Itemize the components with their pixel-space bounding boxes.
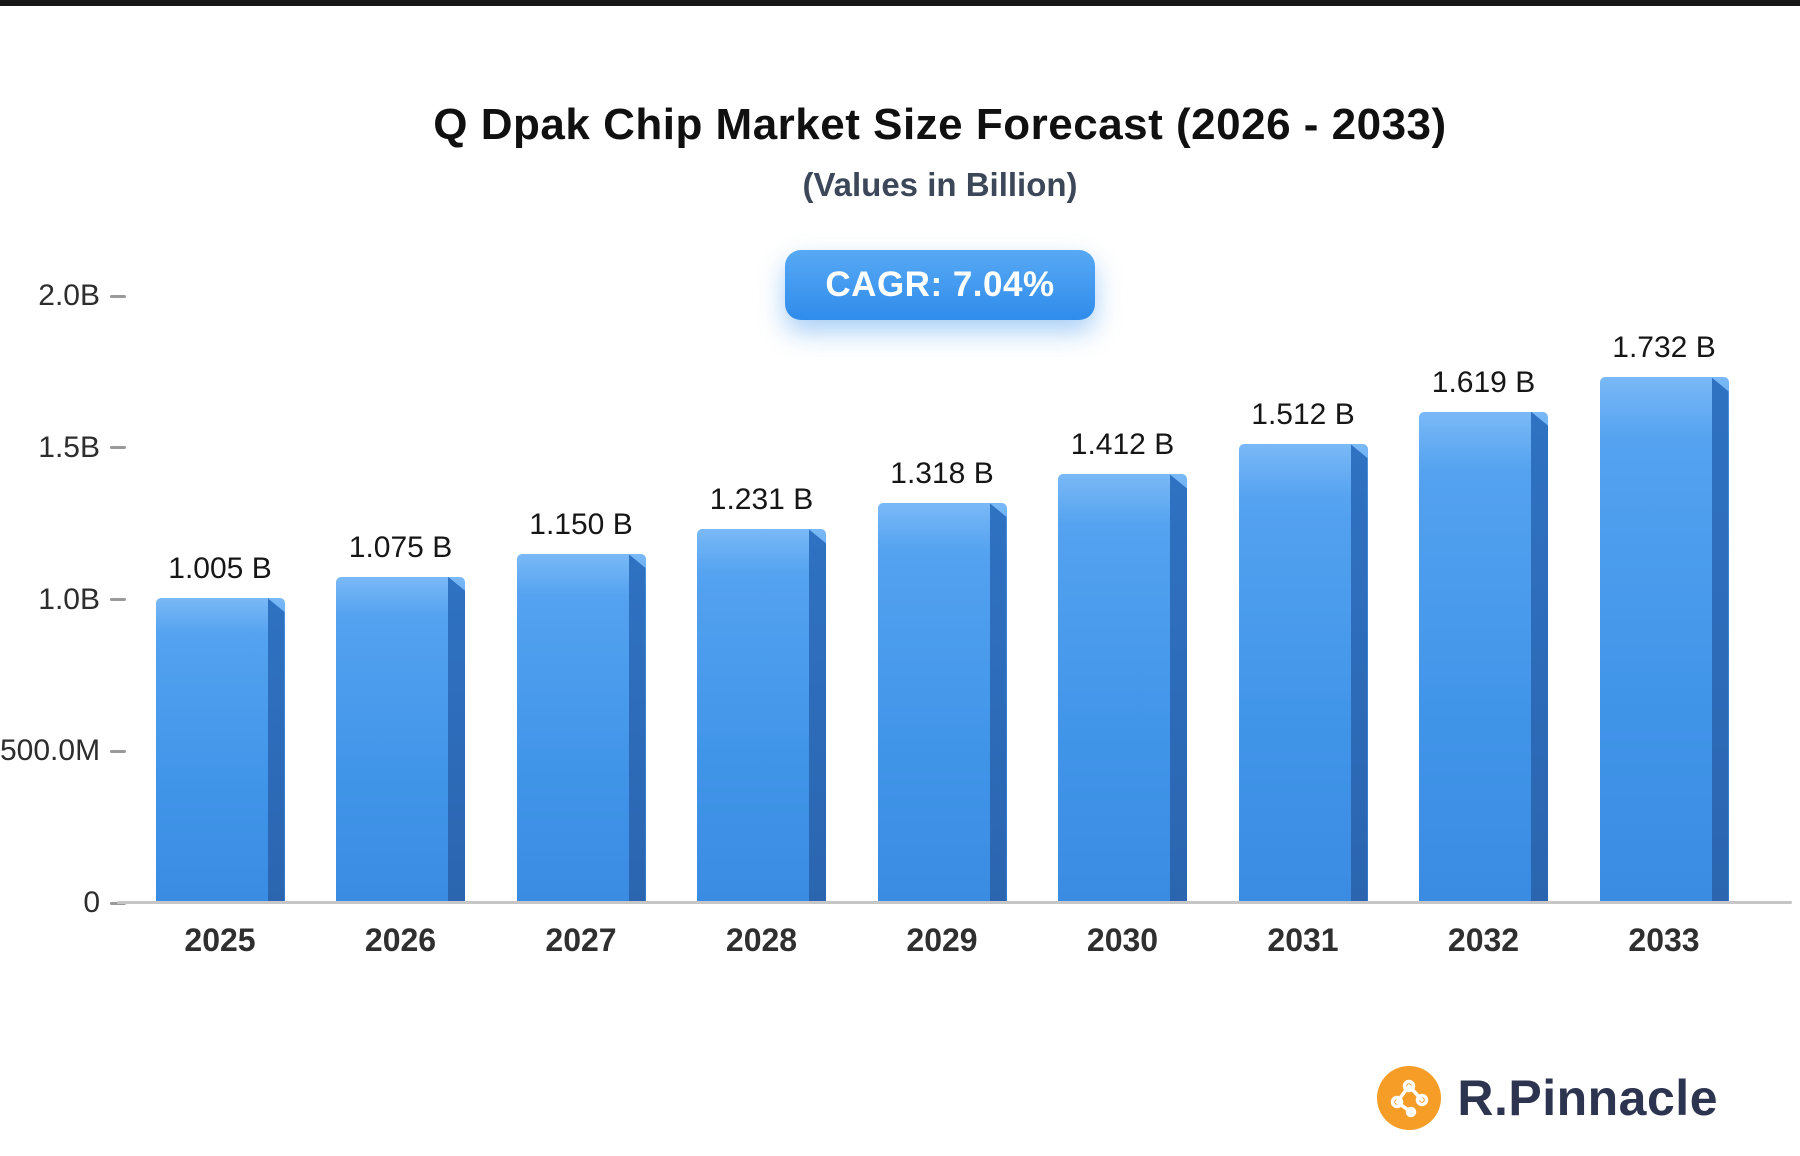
- bar-value-label: 1.075 B: [348, 530, 453, 564]
- x-axis-line: [117, 901, 1792, 904]
- y-tick: 500.0M: [0, 734, 127, 768]
- bar-value-label: 1.512 B: [1251, 398, 1355, 432]
- bar-value-label: 1.619 B: [1431, 365, 1536, 399]
- brand-logo: R.Pinnacle: [1377, 1066, 1718, 1130]
- bar-side-face: [809, 529, 826, 903]
- bar-value-label: 1.150 B: [529, 507, 633, 541]
- bar-value-label: 1.318 B: [890, 457, 994, 490]
- bar-2025: [155, 597, 285, 903]
- bar-2030: [1058, 474, 1187, 903]
- bar-value-label: 1.005 B: [168, 551, 272, 585]
- bar-2029: [877, 503, 1007, 903]
- bar-side-face: [628, 553, 646, 903]
- x-tick-label: 2026: [364, 922, 437, 958]
- y-tick-label: 0: [83, 886, 100, 919]
- x-tick-label: 2032: [1447, 922, 1520, 958]
- x-tick-label: 2027: [545, 922, 617, 958]
- bar-side-face: [1350, 444, 1368, 903]
- y-tick-label: 1.5B: [38, 430, 100, 464]
- x-tick-label: 2029: [906, 922, 978, 958]
- bar-value-label: 1.732 B: [1612, 331, 1716, 365]
- window-top-edge: [0, 0, 1800, 6]
- y-tick-mark: [110, 749, 127, 753]
- bar-2033: [1599, 377, 1729, 903]
- bar-value-label: 1.412 B: [1070, 428, 1175, 462]
- y-tick: 0: [0, 888, 126, 918]
- y-tick-mark: [110, 294, 126, 298]
- x-axis: 2025 2026 2027 2028 2029 2030 2031 2032 2033: [130, 922, 1730, 966]
- brand-name: R.Pinnacle: [1457, 1070, 1718, 1126]
- bar-side-face: [1170, 474, 1187, 903]
- bar-2031: [1238, 444, 1368, 903]
- bar-2027: [516, 553, 646, 903]
- x-tick-label: 2028: [725, 922, 798, 958]
- plot-area: 1.005 B 1.075 B 1.150 B 1.231 B 1.318 B 1.412…: [130, 296, 1730, 903]
- cagr-badge: CAGR: 7.04%: [785, 250, 1095, 320]
- x-tick-label: 2031: [1267, 922, 1339, 958]
- bar-2028: [697, 529, 826, 903]
- molecule-network-icon: [1377, 1066, 1442, 1130]
- bar-2026: [336, 576, 465, 903]
- y-tick-mark: [110, 446, 126, 450]
- bar-side-face: [1711, 377, 1729, 903]
- y-tick-mark: [110, 598, 126, 601]
- x-tick-label: 2025: [184, 922, 256, 958]
- y-axis: 2.0B 1.5B 1.0B 500.0M 0: [0, 281, 127, 918]
- bar-2032: [1419, 411, 1548, 903]
- bar-side-face: [448, 576, 465, 903]
- y-tick-label: 500.0M: [0, 734, 101, 768]
- x-tick-label: 2030: [1086, 922, 1159, 958]
- y-tick-label: 2.0B: [38, 279, 100, 312]
- bar-side-face: [989, 503, 1007, 903]
- y-tick-label: 1.0B: [38, 582, 100, 616]
- chart-title: Q Dpak Chip Market Size Forecast (2026 -…: [433, 100, 1447, 149]
- bar-side-face: [267, 597, 285, 903]
- y-tick: 1.0B: [0, 582, 126, 616]
- chart-header: Q Dpak Chip Market Size Forecast (2026 -…: [140, 100, 1740, 320]
- y-tick: 2.0B: [0, 281, 126, 311]
- bar-side-face: [1531, 411, 1548, 903]
- x-tick-label: 2033: [1628, 922, 1700, 958]
- y-tick: 1.5B: [0, 430, 126, 464]
- chart-subtitle: (Values in Billion): [802, 166, 1078, 203]
- bar-value-label: 1.231 B: [709, 483, 814, 517]
